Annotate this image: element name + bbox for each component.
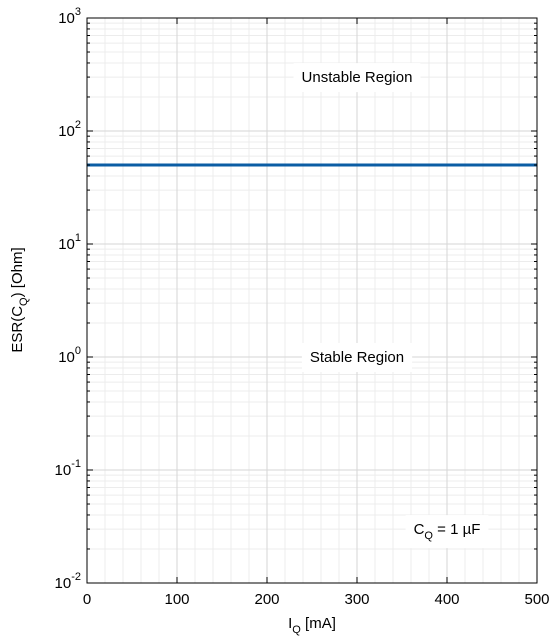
plot-area [87, 18, 537, 583]
annotation-text: Unstable Region [302, 69, 413, 86]
y-tick-label: 10-2 [55, 571, 81, 592]
x-tick-label: 200 [254, 591, 279, 608]
x-axis-label: IQ [mA] [288, 615, 336, 636]
x-tick-label: 100 [164, 591, 189, 608]
y-tick-label: 102 [58, 119, 81, 140]
annotation-text: CQ = 1 µF [414, 521, 481, 542]
x-tick-label: 0 [83, 591, 91, 608]
annotation-background [293, 63, 421, 93]
y-axis-label: ESR(CQ) [Ohm] [9, 247, 30, 352]
annotation-layer: Unstable Region Stable Region CQ = 1 µF [293, 63, 489, 549]
annotation-text: Stable Region [310, 349, 404, 366]
plot-frame [86, 17, 538, 584]
y-tick-label: 100 [58, 345, 81, 366]
annotation-background [301, 343, 413, 372]
y-tick-label: 103 [58, 6, 81, 27]
y-tick-label: 101 [58, 232, 81, 253]
minor-grid [87, 18, 537, 583]
x-tick-labels: 0 100 200 300 400 500 [83, 591, 550, 608]
annotation-background [405, 515, 489, 549]
y-tick-label: 10-1 [55, 458, 81, 479]
tick-marks [86, 17, 538, 584]
y-tick-labels: 10-2 10-1 100 101 102 103 [55, 6, 81, 592]
x-tick-label: 300 [344, 591, 369, 608]
x-tick-label: 500 [524, 591, 549, 608]
x-tick-label: 400 [434, 591, 459, 608]
